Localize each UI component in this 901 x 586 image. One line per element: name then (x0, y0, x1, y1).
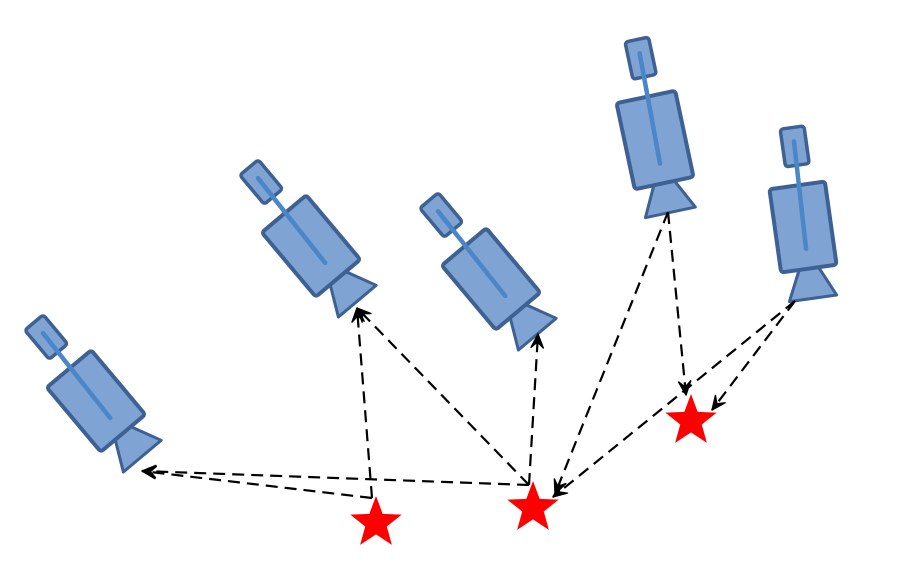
camera-3-video-camera-icon (419, 192, 558, 352)
ray-camera-4-to-point-2 (553, 211, 670, 495)
ray-line (356, 307, 530, 486)
point-2-star-icon (507, 481, 559, 530)
arrowhead-icon (356, 307, 372, 323)
points-layer (350, 394, 717, 545)
ray-line (355, 307, 374, 499)
camera-strap (40, 330, 113, 421)
ray-point-1-to-camera-2 (351, 307, 374, 499)
camera-strap (255, 175, 328, 266)
ray-camera-5-to-point-3 (711, 300, 796, 411)
arrowhead-icon (530, 333, 544, 349)
ray-line (141, 469, 373, 500)
ray-point-2-to-camera-3 (527, 333, 544, 486)
ray-line (552, 300, 796, 498)
camera-strap (637, 51, 663, 166)
arrowhead-icon (552, 482, 569, 498)
camera-strap (791, 139, 809, 252)
arrowhead-icon (677, 380, 692, 396)
ray-line (666, 211, 688, 396)
camera-1-video-camera-icon (24, 314, 163, 474)
point-1-star-icon (350, 496, 402, 545)
rays-layer (141, 211, 796, 500)
camera-5-video-camera-icon (767, 124, 839, 304)
arrowhead-icon (141, 464, 157, 479)
camera-2-video-camera-icon (239, 159, 378, 319)
ray-point-2-to-camera-1 (141, 464, 530, 487)
ray-camera-5-to-point-2 (552, 300, 796, 498)
cameras-layer (24, 35, 839, 474)
camera-strap (435, 208, 508, 299)
ray-camera-4-to-point-3 (666, 211, 692, 396)
ray-line (711, 300, 796, 411)
camera-4-video-camera-icon (615, 35, 697, 220)
arrowhead-icon (711, 394, 726, 411)
ray-line (527, 333, 540, 486)
ray-point-2-to-camera-2 (356, 307, 530, 486)
ray-line (553, 211, 670, 495)
point-3-star-icon (665, 394, 717, 443)
ray-line (141, 469, 530, 487)
